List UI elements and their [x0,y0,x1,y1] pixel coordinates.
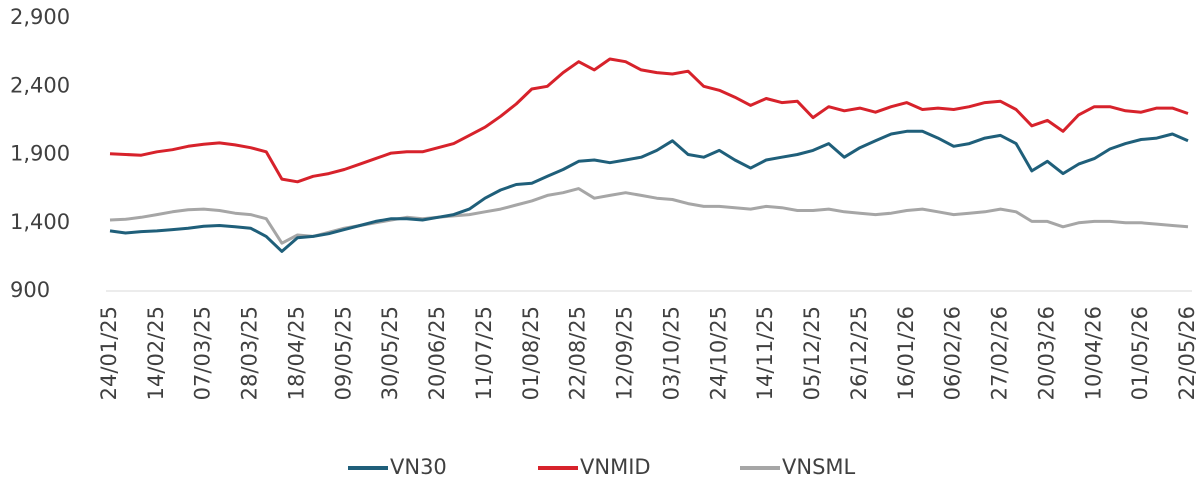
y-tick-label: 2,900 [10,5,70,29]
x-tick-label: 28/03/25 [238,306,262,400]
x-tick-label: 16/01/26 [894,306,918,400]
x-tick-label: 03/10/25 [659,306,683,400]
x-tick-label: 20/03/26 [1034,306,1058,400]
x-tick-label: 24/10/25 [706,306,730,400]
x-tick-label: 20/06/25 [425,306,449,400]
x-tick-label: 26/12/25 [847,306,871,400]
x-tick-label: 30/05/25 [378,306,402,400]
legend-label: VNSML [782,455,856,479]
y-tick-label: 2,400 [10,73,70,97]
x-tick-label: 22/08/25 [566,306,590,400]
x-tick-label: 06/02/26 [941,306,965,400]
y-tick-label: 900 [10,278,50,302]
x-tick-label: 22/05/26 [1175,306,1199,400]
y-tick-label: 1,400 [10,210,70,234]
x-tick-label: 14/11/25 [753,306,777,400]
x-tick-label: 11/07/25 [472,306,496,400]
series-line [109,129,1189,253]
y-tick-label: 1,900 [10,142,70,166]
x-tick-label: 24/01/25 [97,306,121,400]
x-tick-label: 10/04/26 [1081,306,1105,400]
x-tick-label: 01/05/26 [1128,306,1152,400]
x-tick-label: 01/08/25 [519,306,543,400]
x-tick-label: 05/12/25 [800,306,824,400]
legend-label: VNMID [580,455,651,479]
legend-label: VN30 [390,455,447,479]
x-tick-label: 09/05/25 [331,306,355,400]
x-tick-label: 27/02/26 [988,306,1012,400]
x-tick-label: 14/02/25 [144,306,168,400]
series-line [109,187,1189,245]
x-tick-label: 12/09/25 [613,306,637,400]
series-line [109,57,1189,184]
x-tick-label: 07/03/25 [191,306,215,400]
x-tick-label: 18/04/25 [284,306,308,400]
